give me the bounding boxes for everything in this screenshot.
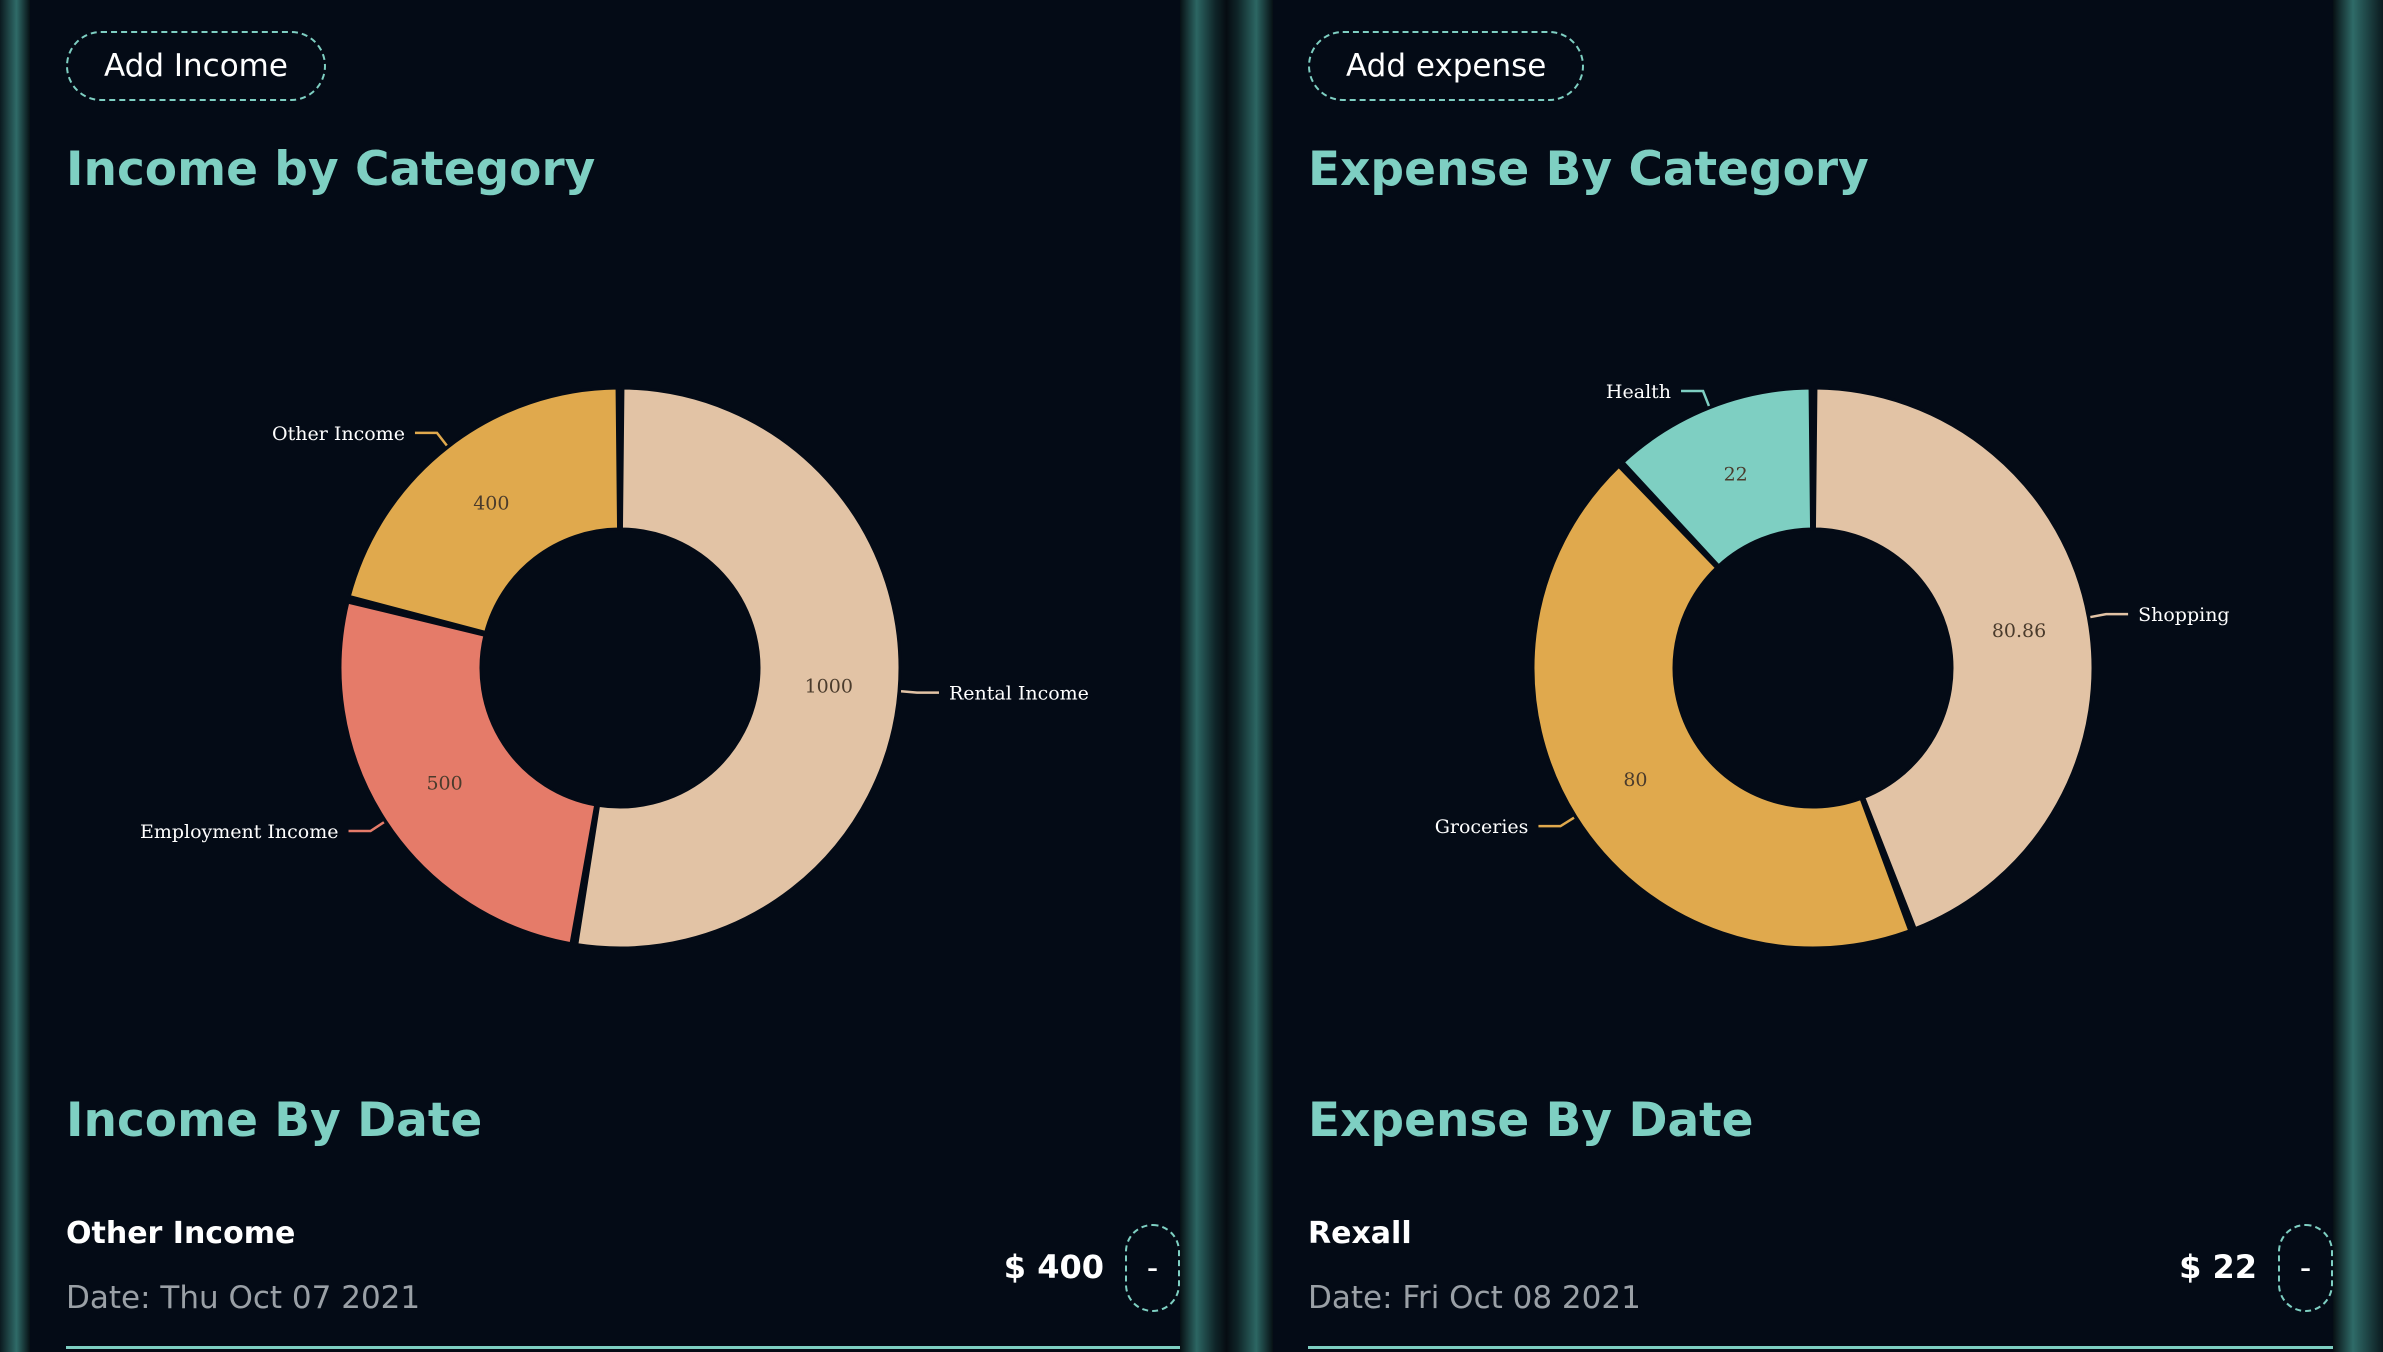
income-by-category-title: Income by Category	[66, 142, 596, 197]
category-label-shopping: Shopping	[2138, 604, 2230, 626]
remove-income-button[interactable]: -	[1125, 1224, 1180, 1312]
expense-by-date-title: Expense By Date	[1308, 1093, 1754, 1148]
expense-panel: Add expense Expense By Category 80.86 Sho…	[1273, 0, 2333, 1352]
category-label-other-income: Other Income	[272, 423, 405, 445]
transaction-date: Date: Fri Oct 08 2021	[1308, 1280, 1641, 1316]
expense-donut-chart: 80.86 Shopping 80 Groceries 22 Health	[1435, 381, 2230, 950]
leader-line-health	[1681, 389, 1711, 407]
value-label-other-income: 400	[473, 493, 509, 515]
slice-employment-income[interactable]	[338, 600, 598, 946]
right-glow-border	[2333, 0, 2383, 1352]
expense-by-category-title: Expense By Category	[1308, 142, 1869, 197]
income-transaction-row: Other Income Date: Thu Oct 07 2021 $ 400…	[66, 1200, 1180, 1349]
slice-other-income[interactable]	[347, 386, 621, 634]
leader-line-rental-income	[900, 690, 939, 694]
left-glow-border	[0, 0, 30, 1352]
leader-line-employment-income	[348, 821, 385, 833]
income-panel: Add Income Income by Category 1000 Rental…	[30, 0, 1180, 1352]
slice-health[interactable]	[1621, 386, 1814, 568]
value-label-health: 22	[1724, 463, 1748, 485]
leader-line-groceries	[1538, 816, 1575, 828]
slice-shopping[interactable]	[1812, 386, 2095, 931]
income-by-date-title: Income By Date	[66, 1093, 483, 1148]
category-label-employment-income: Employment Income	[140, 821, 339, 843]
add-expense-button[interactable]: Add expense	[1308, 31, 1585, 101]
slice-rental-income[interactable]	[575, 386, 902, 950]
value-label-employment-income: 500	[426, 773, 462, 795]
remove-expense-button[interactable]: -	[2278, 1224, 2333, 1312]
transaction-date: Date: Thu Oct 07 2021	[66, 1280, 421, 1316]
expense-transaction-row: Rexall Date: Fri Oct 08 2021 $ 22 -	[1308, 1200, 2333, 1349]
transaction-amount: $ 22	[2179, 1248, 2257, 1286]
transaction-name: Rexall	[1308, 1216, 1412, 1251]
value-label-rental-income: 1000	[805, 675, 853, 697]
income-donut-chart: 1000 Rental Income 500 Employment Income 400…	[140, 386, 1089, 950]
category-label-groceries: Groceries	[1435, 816, 1529, 838]
middle-glow-divider	[1180, 0, 1273, 1352]
value-label-groceries: 80	[1623, 769, 1647, 791]
add-income-button[interactable]: Add Income	[66, 31, 326, 101]
slice-groceries[interactable]	[1531, 464, 1912, 950]
value-label-shopping: 80.86	[1992, 620, 2046, 642]
leader-line-shopping	[2090, 612, 2129, 619]
transaction-amount: $ 400	[1003, 1248, 1104, 1286]
category-label-health: Health	[1606, 381, 1671, 403]
category-label-rental-income: Rental Income	[949, 683, 1089, 705]
transaction-name: Other Income	[66, 1216, 296, 1251]
leader-line-other-income	[414, 431, 448, 447]
